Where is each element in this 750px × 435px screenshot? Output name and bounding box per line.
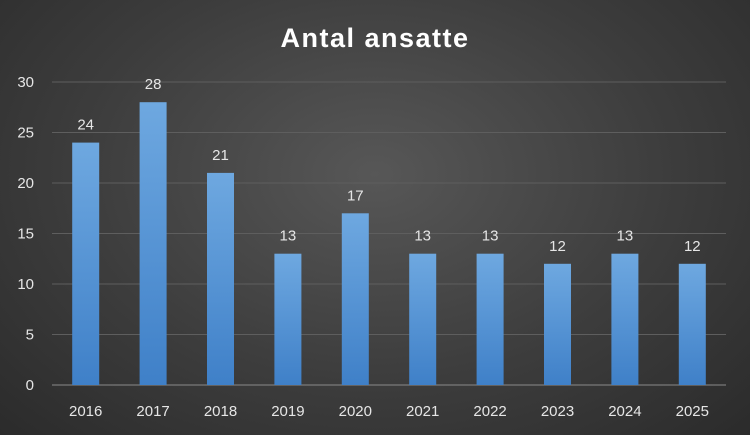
data-label: 13 <box>482 228 499 245</box>
data-label: 21 <box>212 147 229 164</box>
bar <box>139 102 167 385</box>
data-labels: 24 28 21 13 17 13 13 12 13 12 <box>77 76 700 255</box>
data-label: 13 <box>414 228 431 245</box>
data-label: 24 <box>77 117 94 134</box>
x-tick-label: 2017 <box>136 403 169 420</box>
y-tick-label: 25 <box>17 125 34 142</box>
bar <box>678 263 706 385</box>
data-label: 28 <box>145 76 162 93</box>
y-tick-label: 30 <box>17 74 34 91</box>
x-tick-label: 2020 <box>339 403 372 420</box>
data-label: 17 <box>347 187 364 204</box>
bar <box>274 253 302 385</box>
y-tick-label: 5 <box>26 327 34 344</box>
data-label: 12 <box>684 238 701 255</box>
y-tick-label: 0 <box>26 377 34 394</box>
x-tick-label: 2021 <box>406 403 439 420</box>
data-label: 12 <box>549 238 566 255</box>
bar <box>207 172 234 385</box>
x-tick-label: 2023 <box>541 403 574 420</box>
chart-title: Antal ansatte <box>280 23 469 53</box>
data-label: 13 <box>280 228 297 245</box>
y-tick-label: 15 <box>17 226 34 243</box>
bar <box>409 253 437 385</box>
y-tick-label: 10 <box>17 276 34 293</box>
x-tick-label: 2019 <box>271 403 304 420</box>
x-tick-label: 2016 <box>69 403 102 420</box>
bars <box>72 102 706 385</box>
x-axis-ticks: 2016 2017 2018 2019 2020 2021 2022 2023 2024 2025 <box>69 403 709 420</box>
y-axis-ticks: 0 5 10 15 20 25 30 <box>17 74 34 394</box>
x-tick-label: 2018 <box>204 403 237 420</box>
y-tick-label: 20 <box>17 175 34 192</box>
bar <box>611 253 639 385</box>
bar <box>544 263 571 385</box>
bar <box>476 253 504 385</box>
x-tick-label: 2025 <box>676 403 709 420</box>
data-label: 13 <box>617 228 634 245</box>
x-tick-label: 2024 <box>608 403 641 420</box>
x-tick-label: 2022 <box>473 403 506 420</box>
bar <box>72 142 100 385</box>
bar <box>341 213 369 385</box>
